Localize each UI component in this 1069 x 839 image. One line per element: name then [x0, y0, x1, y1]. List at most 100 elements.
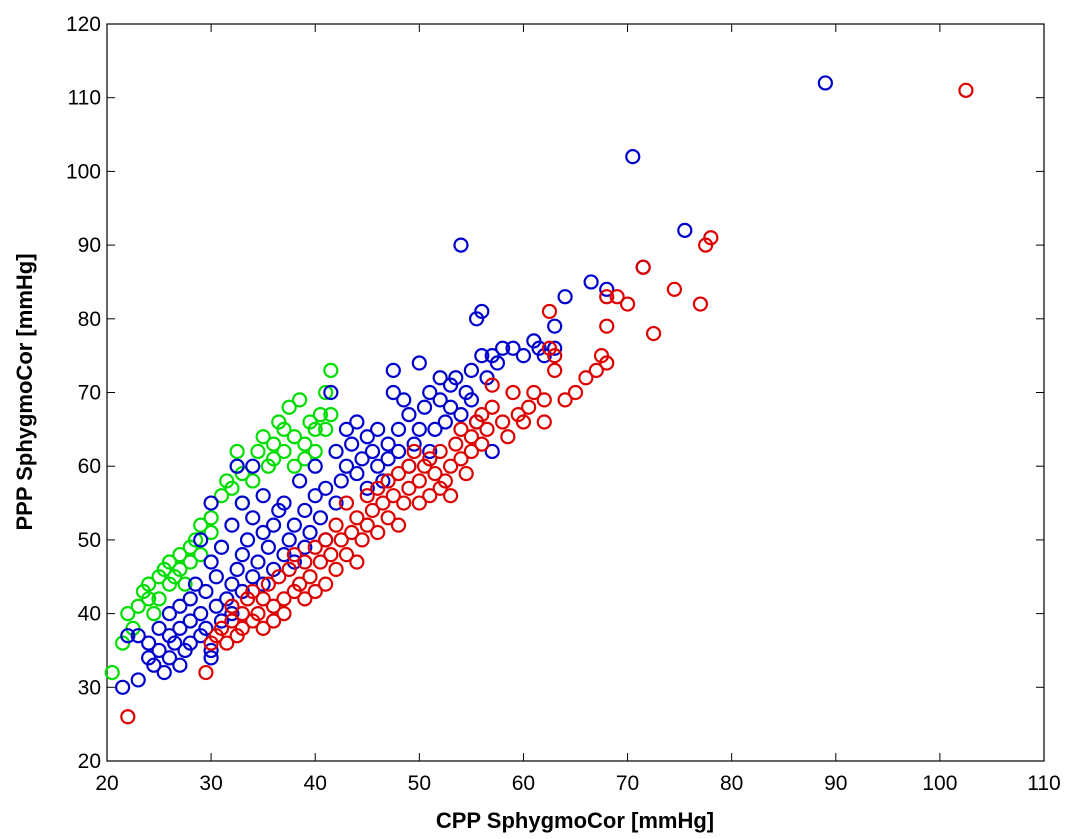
data-point [307, 488, 323, 504]
data-point [448, 436, 464, 452]
data-point [172, 598, 188, 614]
data-point [442, 399, 459, 415]
data-point [338, 547, 355, 563]
data-point [187, 576, 204, 592]
data-point [432, 370, 448, 386]
data-point [286, 517, 302, 533]
data-point [390, 443, 407, 460]
data-point [224, 517, 240, 533]
data-point [203, 510, 219, 526]
data-point [224, 576, 240, 592]
x-tick-label: 60 [512, 772, 535, 795]
data-point [141, 576, 157, 592]
data-point [292, 392, 308, 408]
data-point [474, 407, 490, 423]
y-tick-label: 30 [78, 676, 101, 699]
data-point [547, 348, 563, 364]
data-point [250, 605, 266, 622]
data-point [213, 620, 230, 636]
data-point [625, 149, 641, 165]
data-point [515, 348, 532, 364]
data-point [208, 569, 224, 585]
data-point [474, 348, 490, 364]
data-point [198, 583, 214, 600]
data-point [229, 561, 245, 577]
data-point [193, 517, 209, 533]
data-point [484, 377, 500, 393]
data-point [229, 458, 245, 474]
data-point [349, 510, 365, 526]
data-point [599, 289, 615, 305]
data-point [307, 539, 323, 555]
data-point [505, 384, 521, 401]
data-point [416, 399, 433, 415]
data-point [276, 591, 292, 607]
data-point [359, 429, 375, 445]
data-point [250, 554, 266, 570]
data-point [172, 657, 188, 673]
data-point [187, 532, 204, 548]
data-point [453, 421, 469, 437]
data-point [645, 325, 662, 342]
data-point [547, 340, 563, 356]
data-point [203, 554, 219, 570]
data-point [172, 547, 188, 563]
data-point [146, 657, 162, 673]
data-point [333, 532, 349, 548]
data-point [312, 510, 329, 526]
data-point [557, 392, 573, 408]
data-point [370, 458, 386, 474]
data-point [390, 517, 407, 533]
data-point [276, 495, 292, 511]
data-point [338, 421, 355, 437]
data-point [292, 473, 308, 489]
data-point [380, 510, 396, 526]
data-point [302, 569, 318, 585]
data-point [156, 664, 172, 681]
data-point [120, 628, 136, 644]
data-point [286, 458, 302, 474]
data-point [567, 384, 584, 401]
data-point [536, 414, 552, 430]
data-point [265, 598, 282, 614]
data-point [297, 451, 313, 467]
data-point [234, 620, 250, 636]
data-point [323, 362, 339, 378]
data-point [234, 547, 250, 563]
data-point [193, 605, 209, 622]
data-point [474, 303, 490, 320]
data-point [260, 539, 276, 555]
data-point [328, 561, 344, 577]
data-point [141, 591, 157, 607]
data-point [297, 591, 313, 607]
data-point [666, 281, 683, 297]
data-point [312, 407, 329, 423]
data-point [599, 318, 615, 334]
axis-ticks: 20 30 40 50 60 70 80 90 100 110 20 30 40 50 60 70 80 90 10… [66, 13, 1061, 795]
y-tick-label: 120 [66, 13, 101, 36]
data-point [453, 237, 469, 253]
data-point [120, 605, 136, 622]
data-point [234, 495, 250, 511]
data-point [297, 554, 313, 570]
data-point [344, 524, 360, 541]
data-point [396, 392, 412, 408]
data-point [328, 495, 344, 511]
data-point [692, 296, 709, 312]
data-point [422, 451, 438, 467]
data-point [312, 554, 329, 570]
data-point [427, 421, 443, 437]
data-point [385, 384, 401, 401]
data-point [255, 591, 271, 607]
data-point [297, 539, 313, 555]
data-point [354, 532, 370, 548]
data-point [401, 458, 417, 474]
data-point [271, 569, 287, 585]
data-point [495, 340, 511, 356]
data-point [172, 561, 188, 577]
data-point [958, 82, 974, 98]
data-point [182, 554, 198, 570]
data-point [286, 429, 302, 445]
data-point [245, 473, 261, 489]
data-point [406, 443, 422, 460]
